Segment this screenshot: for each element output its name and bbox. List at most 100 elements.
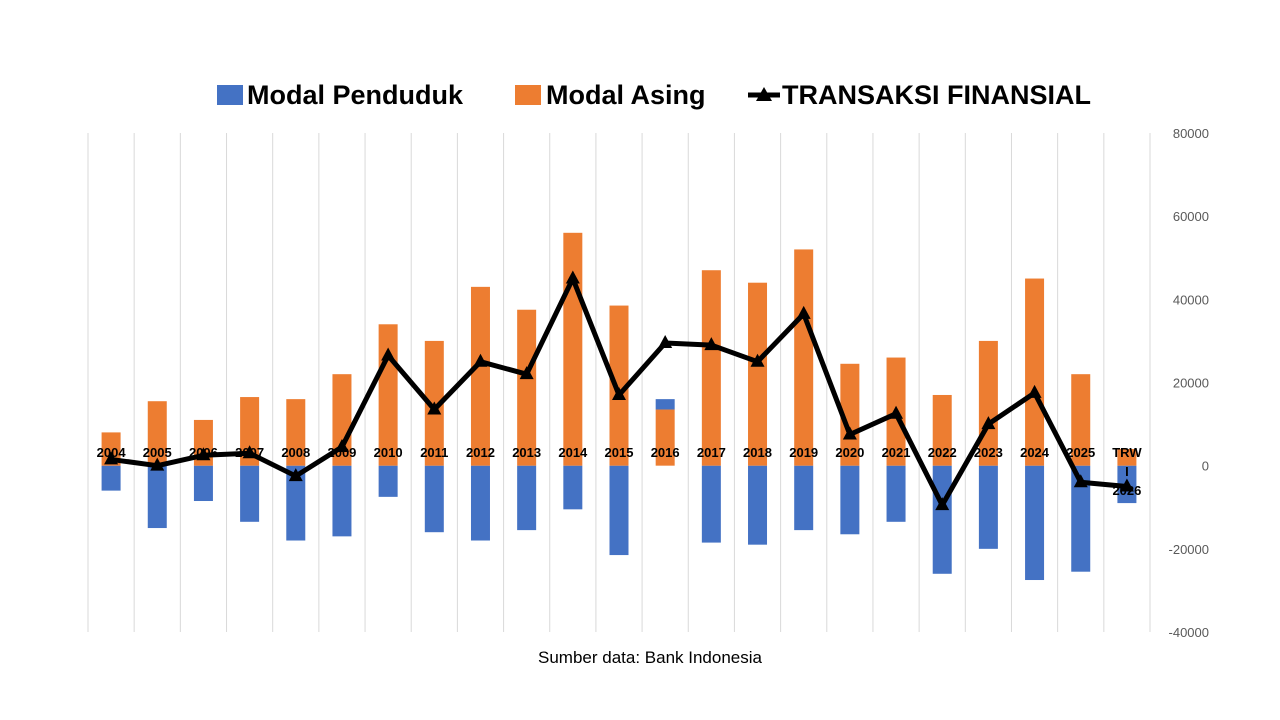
bar-modal-penduduk [517, 465, 537, 531]
legend-label-modal-asing: Modal Asing [546, 80, 706, 110]
x-tick-label: 2015 [605, 445, 634, 460]
source-note: Sumber data: Bank Indonesia [538, 648, 763, 667]
x-tick-label: 2025 [1066, 445, 1095, 460]
point-transaksi-finansial [381, 347, 396, 361]
point-transaksi-finansial [565, 270, 580, 284]
bar-modal-penduduk [563, 465, 583, 510]
bar-modal-penduduk [101, 465, 121, 491]
x-axis-tick-labels: 2004 2005 2006 2007 2008 2009 2010 2011 2012 2013… [97, 445, 1143, 498]
x-tick-label: 2005 [143, 445, 172, 460]
point-transaksi-finansial [889, 405, 904, 419]
legend-label-modal-penduduk: Modal Penduduk [247, 80, 464, 110]
bar-modal-penduduk [932, 465, 952, 574]
x-tick-label: 2017 [697, 445, 726, 460]
bar-modal-asing [748, 282, 768, 466]
bar-modal-asing [609, 305, 629, 466]
legend: Modal Penduduk Modal Asing TRANSAKSI FIN… [217, 80, 1091, 110]
point-transaksi-finansial [704, 337, 719, 351]
point-transaksi-finansial [935, 497, 950, 511]
bar-modal-asing [563, 232, 583, 466]
bar-modal-asing [517, 309, 537, 466]
bar-modal-asing [840, 363, 860, 466]
point-transaksi-finansial [658, 334, 673, 348]
vertical-gridlines [87, 133, 1151, 632]
point-transaksi-finansial [519, 366, 534, 380]
x-tick-label: 2021 [882, 445, 911, 460]
bar-modal-penduduk [1025, 465, 1045, 581]
bar-modal-penduduk [655, 399, 675, 410]
bar-modal-penduduk [332, 465, 352, 537]
bar-modal-penduduk [470, 465, 490, 541]
y-tick-label: -40000 [1169, 625, 1209, 640]
x-tick-label: 2006 [189, 445, 218, 460]
x-tick-label: 2013 [512, 445, 541, 460]
y-tick-label: 0 [1202, 459, 1209, 474]
x-tick-label: 2004 [97, 445, 127, 460]
x-tick-label: 2016 [651, 445, 680, 460]
x-tick-label: 2008 [281, 445, 310, 460]
x-tick-label: 2012 [466, 445, 495, 460]
bar-modal-penduduk [978, 465, 998, 549]
bar-modal-penduduk [286, 465, 306, 541]
bar-modal-asing [1071, 374, 1091, 466]
point-transaksi-finansial [473, 353, 488, 367]
bar-modal-penduduk [701, 465, 721, 543]
point-transaksi-finansial [750, 353, 765, 367]
point-transaksi-finansial [104, 451, 119, 465]
x-tick-label: 2011 [420, 445, 448, 460]
bar-modal-asing [470, 286, 490, 466]
x-tick-label: 2010 [374, 445, 403, 460]
point-transaksi-finansial [1119, 478, 1134, 492]
x-tick-label: 2023 [974, 445, 1003, 460]
point-transaksi-finansial [196, 447, 211, 461]
y-tick-label: -20000 [1169, 542, 1209, 557]
x-tick-label: TRW [1112, 445, 1142, 460]
legend-swatch-modal-penduduk [217, 85, 243, 105]
point-transaksi-finansial [288, 468, 303, 482]
point-transaksi-finansial [796, 305, 811, 319]
bar-modal-penduduk [378, 465, 398, 497]
point-transaksi-finansial [1073, 474, 1088, 488]
x-tick-label: 2020 [835, 445, 864, 460]
bar-modal-penduduk [424, 465, 444, 533]
bar-modal-asing [240, 397, 260, 466]
bar-modal-asing [655, 409, 675, 466]
x-tick-label: 2018 [743, 445, 772, 460]
y-tick-label: 80000 [1173, 126, 1209, 141]
bar-modal-penduduk [886, 465, 906, 522]
bar-modal-penduduk [147, 465, 167, 529]
y-tick-label: 60000 [1173, 209, 1209, 224]
modal-asing-bars [101, 232, 1137, 466]
x-tick-label: 2007 [235, 445, 264, 460]
bar-modal-asing [932, 394, 952, 466]
point-transaksi-finansial [242, 445, 257, 459]
x-tick-label: 2024 [1020, 445, 1050, 460]
point-transaksi-finansial [842, 426, 857, 440]
bar-modal-penduduk [193, 465, 213, 502]
point-transaksi-finansial [427, 401, 442, 415]
bar-modal-asing [1025, 278, 1045, 466]
point-transaksi-finansial [334, 438, 349, 452]
bar-modal-asing [1117, 449, 1137, 466]
legend-marker-triangle-icon [756, 87, 772, 101]
point-transaksi-finansial [981, 416, 996, 430]
x-tick-label: I [1125, 464, 1129, 479]
x-tick-label: 2026 [1112, 483, 1141, 498]
x-tick-label: 2022 [928, 445, 957, 460]
x-tick-label: 2009 [327, 445, 356, 460]
bar-modal-asing [147, 401, 167, 466]
transaksi-finansial-line [104, 270, 1134, 511]
point-transaksi-finansial [150, 457, 165, 471]
bar-modal-penduduk [609, 465, 629, 556]
bar-modal-penduduk [748, 465, 768, 545]
modal-penduduk-bars [101, 399, 1137, 581]
x-tick-label: 2014 [558, 445, 588, 460]
legend-label-transaksi-finansial: TRANSAKSI FINANSIAL [782, 80, 1091, 110]
y-tick-label: 40000 [1173, 292, 1209, 307]
bar-modal-asing [286, 399, 306, 466]
legend-swatch-modal-asing [515, 85, 541, 105]
point-transaksi-finansial [612, 386, 626, 400]
y-tick-label: 20000 [1173, 376, 1209, 391]
bar-modal-penduduk [794, 465, 814, 531]
